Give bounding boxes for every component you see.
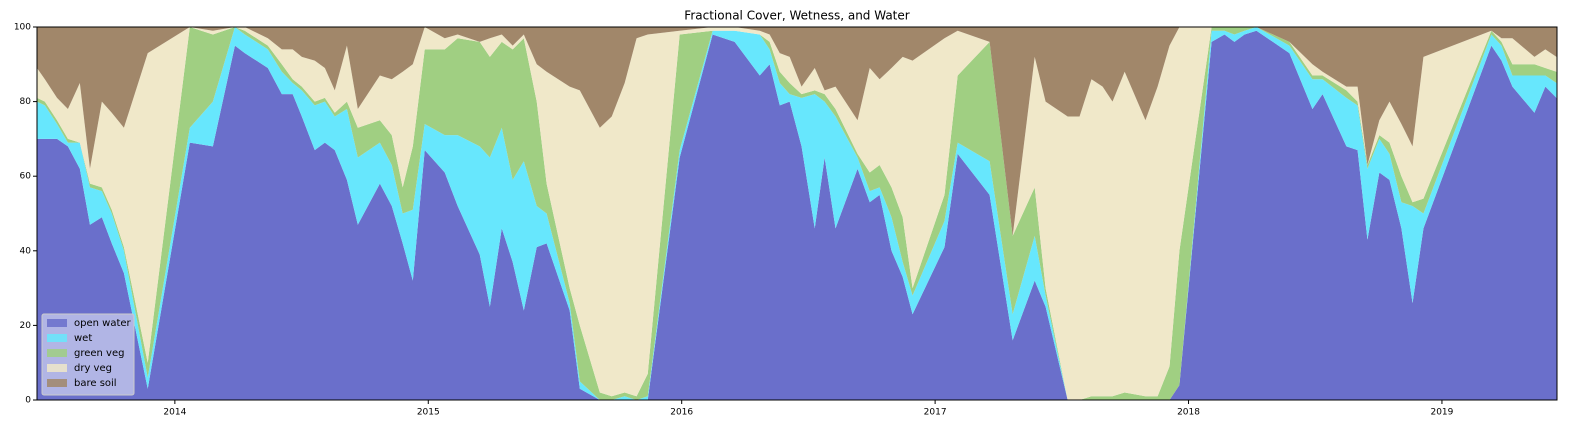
y-tick-label: 80 [20, 97, 32, 107]
area [37, 27, 1557, 400]
area [37, 27, 1557, 236]
area [37, 30, 1557, 400]
legend-label: wet [74, 333, 92, 344]
legend-swatch [47, 349, 67, 357]
y-tick-label: 0 [25, 396, 31, 406]
legend-label: green veg [74, 348, 124, 359]
plot-frame [36, 26, 1558, 401]
legend-label: dry veg [74, 363, 112, 374]
legend-swatch [47, 334, 67, 342]
y-tick-label: 100 [14, 23, 31, 33]
legend-swatch [47, 364, 67, 372]
chart-title: Fractional Cover, Wetness, and Water [684, 9, 909, 23]
legend-label: bare soil [74, 378, 117, 389]
legend: open water wet green veg dry veg bare soil [41, 313, 135, 396]
legend-label: open water [74, 318, 132, 329]
y-tick-label: 60 [20, 172, 32, 182]
legend-swatch [47, 379, 67, 387]
x-tick-label: 2015 [417, 408, 440, 418]
x-tick-label: 2016 [670, 408, 693, 418]
area [37, 27, 1557, 400]
x-tick-label: 2017 [924, 408, 947, 418]
legend-swatch [47, 319, 67, 327]
x-tick-label: 2014 [163, 408, 186, 418]
y-tick-label: 20 [20, 321, 32, 331]
area [37, 27, 1557, 400]
x-tick-label: 2019 [1430, 408, 1453, 418]
x-tick-label: 2018 [1177, 408, 1200, 418]
y-tick-label: 40 [20, 246, 32, 256]
